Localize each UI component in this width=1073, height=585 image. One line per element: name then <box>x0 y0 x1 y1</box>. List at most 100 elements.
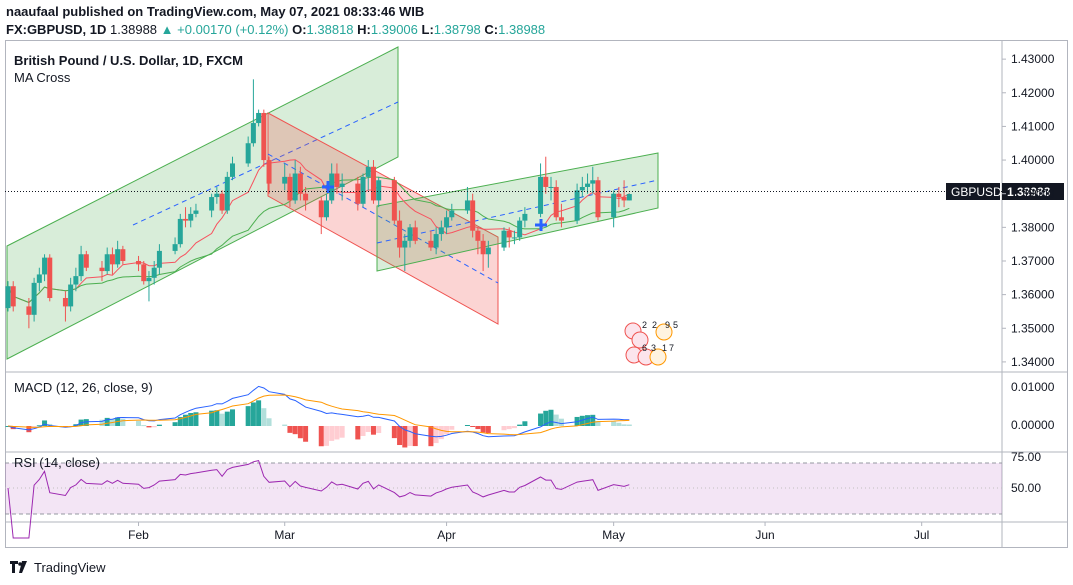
candle <box>334 163 340 194</box>
last-price: 1.38988 <box>110 22 158 37</box>
study-label[interactable]: MA Cross <box>14 70 71 85</box>
time-tick-label: Feb <box>128 528 149 542</box>
macd-bar <box>402 426 408 448</box>
macd-bar <box>177 417 183 426</box>
macd-bar <box>376 426 382 434</box>
macd-bar <box>590 414 596 426</box>
macd-bar <box>397 426 403 446</box>
candle <box>595 176 601 221</box>
time-axis[interactable]: Feb Mar Apr May Jun Jul <box>128 522 929 542</box>
ma-cross-marker <box>535 219 547 231</box>
macd-bar <box>360 426 366 436</box>
events-cluster[interactable]: 2 2 9 5 6 3 1 7 <box>624 320 678 366</box>
svg-text:5: 5 <box>673 320 678 330</box>
price-tick-label: 1.36000 <box>1011 288 1055 302</box>
candle <box>261 109 267 167</box>
macd-bar <box>318 426 324 447</box>
time-tick-label: Jul <box>914 528 929 542</box>
macd-bar <box>214 410 220 426</box>
candle <box>297 166 303 201</box>
candle <box>183 207 189 228</box>
candle <box>365 160 371 191</box>
candle <box>136 255 142 272</box>
macd-bar <box>99 419 105 426</box>
macd-bar <box>292 426 298 435</box>
macd-bar <box>506 426 512 430</box>
candle <box>177 213 183 248</box>
change-value: +0.00170 (+0.12%) <box>177 22 289 37</box>
candle <box>62 291 68 322</box>
candle <box>151 260 157 285</box>
candle <box>475 227 481 255</box>
candle <box>146 271 152 302</box>
close-label: C: <box>484 22 499 37</box>
channel-1-median <box>132 101 399 226</box>
macd-bar <box>261 408 267 426</box>
candle <box>282 163 288 191</box>
candle <box>245 136 251 167</box>
macd-bar <box>449 426 455 430</box>
macd-bar <box>209 410 215 426</box>
macd-histogram <box>5 400 632 448</box>
macd-bar <box>120 418 126 426</box>
footer-brand[interactable]: TradingView <box>8 558 106 576</box>
price-tag-label: GBPUSD <box>951 185 1002 199</box>
candle <box>99 260 105 282</box>
candle <box>230 156 236 181</box>
svg-text:6: 6 <box>642 343 647 353</box>
macd-bar <box>156 424 162 426</box>
low-value: 1.38798 <box>433 22 481 37</box>
macd-bar <box>553 414 559 426</box>
candle <box>485 240 491 268</box>
ma-cross-marker <box>322 181 334 193</box>
macd-bar <box>36 425 42 427</box>
candle <box>538 163 544 218</box>
macd-bar <box>579 415 585 426</box>
svg-text:2: 2 <box>652 320 657 330</box>
macd-tick: 0.01000 <box>1011 380 1055 394</box>
time-tick-label: Jun <box>755 528 774 542</box>
macd-bar <box>245 406 251 426</box>
rsi-band <box>5 463 1002 514</box>
candle <box>444 210 450 235</box>
svg-text:3: 3 <box>651 343 656 353</box>
macd-bar <box>256 400 262 426</box>
drawing-layer[interactable] <box>6 46 659 360</box>
macd-bar <box>141 425 147 427</box>
macd-bar <box>433 426 439 444</box>
candle <box>68 277 74 312</box>
macd-title[interactable]: MACD (12, 26, close, 9) <box>14 380 153 395</box>
candle <box>115 240 121 268</box>
macd-bar <box>266 418 272 426</box>
price-tag: GBPUSD 1.38988 <box>946 183 1064 200</box>
symbol[interactable]: FX:GBPUSD, 1D <box>6 22 107 37</box>
candle <box>611 190 617 228</box>
candle <box>433 227 439 255</box>
candle <box>193 203 199 218</box>
publish-line: naaufaal published on TradingView.com, M… <box>6 4 424 19</box>
rsi-tick: 50.00 <box>1011 481 1041 495</box>
macd-bar <box>47 423 53 426</box>
macd-bar <box>501 426 507 431</box>
price-tick-label: 1.41000 <box>1011 119 1055 133</box>
symbol-line: FX:GBPUSD, 1D 1.38988 ▲ +0.00170 (+0.12%… <box>6 22 545 37</box>
candle <box>543 156 549 194</box>
candle <box>323 193 329 221</box>
candle <box>47 254 53 302</box>
macd-bar <box>611 421 617 426</box>
tradingview-logo-icon <box>10 561 27 573</box>
price-axis[interactable]: 1.43000 1.42000 1.41000 1.40000 1.39000 1.380… <box>1002 52 1055 369</box>
macd-bar <box>585 415 591 426</box>
candle <box>574 183 580 224</box>
rsi-title[interactable]: RSI (14, close) <box>14 455 100 470</box>
price-tick-label: 1.42000 <box>1011 86 1055 100</box>
ma-9-line <box>7 159 630 304</box>
macd-bar <box>287 426 293 433</box>
macd-bar <box>543 410 549 426</box>
price-tick-label: 1.34000 <box>1011 355 1055 369</box>
macd-bar <box>480 426 486 433</box>
macd-bar <box>188 412 194 426</box>
time-tick-label: May <box>602 528 625 542</box>
macd-bar <box>391 426 397 439</box>
